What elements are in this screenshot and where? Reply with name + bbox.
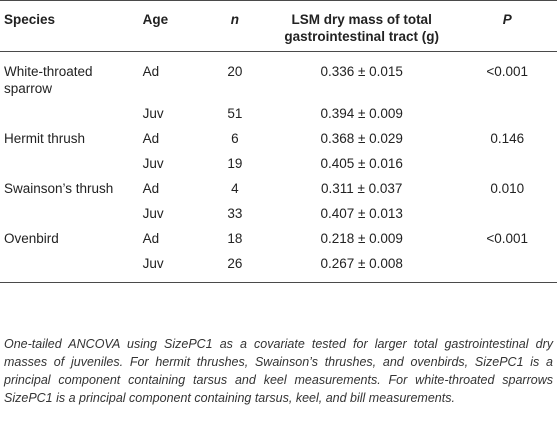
table-row: Ovenbird Ad 18 0.218 ± 0.009 <0.001 [0, 225, 557, 250]
cell-species: Ovenbird [4, 231, 59, 246]
cell-p [457, 100, 557, 125]
cell-p [457, 250, 557, 283]
table-row: Juv 51 0.394 ± 0.009 [0, 100, 557, 125]
cell-age: Ad [142, 64, 160, 79]
table-row: Juv 33 0.407 ± 0.013 [0, 200, 557, 225]
table-row: Swainson’s thrush Ad 4 0.311 ± 0.037 0.0… [0, 175, 557, 200]
cell-age: Juv [142, 206, 164, 221]
cell-p: <0.001 [486, 64, 529, 79]
header-age: Age [138, 0, 204, 52]
cell-p: 0.010 [490, 181, 525, 196]
table-footnote: One-tailed ANCOVA using SizePC1 as a cov… [4, 336, 553, 405]
cell-age: Juv [142, 156, 164, 171]
cell-n: 33 [227, 206, 243, 221]
cell-species [0, 200, 139, 225]
table-body: White-throated sparrow Ad 20 0.336 ± 0.0… [0, 52, 557, 283]
cell-p [457, 200, 557, 225]
cell-lsm: 0.394 ± 0.009 [320, 106, 403, 121]
cell-age: Ad [142, 131, 160, 146]
cell-n: 20 [227, 64, 243, 79]
header-lsm-dry-mass: LSM dry mass of total gastrointestinal t… [265, 0, 458, 52]
header-row: Species Age n LSM dry mass of total gast… [0, 0, 557, 52]
cell-species [0, 100, 139, 125]
cell-lsm: 0.267 ± 0.008 [265, 250, 458, 283]
cell-species [0, 150, 139, 175]
cell-age: Juv [138, 250, 204, 283]
cell-n: 19 [227, 156, 243, 171]
cell-lsm: 0.311 ± 0.037 [320, 181, 403, 196]
cell-p: <0.001 [486, 231, 529, 246]
header-n: n [203, 0, 266, 52]
table-row: Hermit thrush Ad 6 0.368 ± 0.029 0.146 [0, 125, 557, 150]
cell-species: Swainson’s thrush [4, 181, 114, 196]
cell-species: White-throated sparrow [4, 64, 93, 96]
cell-lsm: 0.405 ± 0.016 [320, 156, 403, 171]
cell-age: Ad [142, 181, 160, 196]
cell-lsm: 0.368 ± 0.029 [320, 131, 403, 146]
cell-lsm: 0.336 ± 0.015 [320, 64, 403, 79]
table-row: Juv 19 0.405 ± 0.016 [0, 150, 557, 175]
cell-species [0, 250, 139, 283]
results-table: Species Age n LSM dry mass of total gast… [0, 0, 557, 283]
cell-n: 4 [231, 181, 239, 196]
header-species: Species [0, 0, 139, 52]
cell-n: 26 [203, 250, 266, 283]
cell-n: 18 [227, 231, 243, 246]
cell-lsm: 0.407 ± 0.013 [320, 206, 403, 221]
table-row: White-throated sparrow Ad 20 0.336 ± 0.0… [0, 52, 557, 101]
cell-p [457, 150, 557, 175]
cell-n: 51 [227, 106, 243, 121]
cell-species: Hermit thrush [4, 131, 86, 146]
table-row: Juv 26 0.267 ± 0.008 [0, 250, 557, 283]
header-p-value: P [457, 0, 557, 52]
cell-n: 6 [231, 131, 239, 146]
table-header: Species Age n LSM dry mass of total gast… [0, 0, 557, 52]
cell-age: Juv [142, 106, 164, 121]
cell-age: Ad [142, 231, 160, 246]
cell-p: 0.146 [490, 131, 525, 146]
cell-lsm: 0.218 ± 0.009 [320, 231, 403, 246]
